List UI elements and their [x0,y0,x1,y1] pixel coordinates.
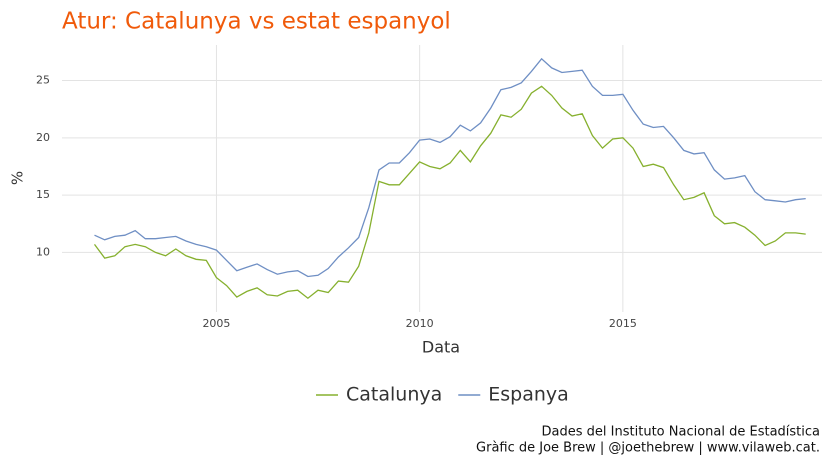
line [94,57,806,278]
x-tick-label: 2005 [202,317,230,330]
chart-title: Atur: Catalunya vs estat espanyol [62,9,451,35]
x-axis-label: Data [422,338,460,357]
legend-label: Catalunya [346,384,442,406]
y-tick-label: 15 [36,188,50,201]
caption: Gràfic de Joe Brew | @joethebrew | www.v… [476,441,820,456]
y-tick-label: 25 [36,74,50,87]
caption: Dades del Instituto Nacional de Estadíst… [542,425,820,440]
y-tick-label: 10 [36,245,50,258]
y-axis-label: % [9,171,27,185]
line [93,85,806,300]
legend-label: Espanya [488,384,569,406]
y-tick-label: 20 [36,131,50,144]
x-tick-label: 2015 [609,317,637,330]
x-tick-label: 2010 [406,317,434,330]
